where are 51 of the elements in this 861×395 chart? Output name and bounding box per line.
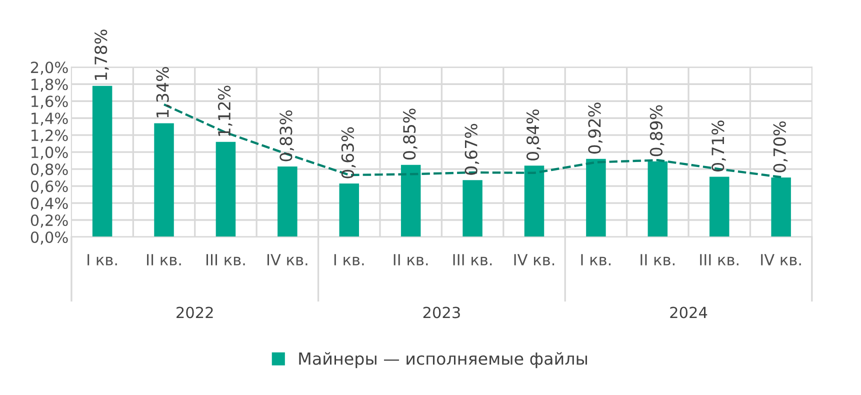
y-tick-label: 0,6% [30,180,68,194]
bar [339,183,360,237]
x-tick-label: IV кв. [761,254,801,266]
data-label: 0,89% [650,105,664,156]
bar [771,178,791,237]
y-tick-label: 1,8% [32,78,68,92]
bar [92,86,112,237]
x-tick-label: I кв. [581,254,611,266]
x-tick-label: IV кв. [267,254,308,266]
data-label: 0,63% [341,127,356,178]
x-tick-label: IV кв. [514,254,554,266]
bar [462,180,482,237]
bar [400,164,421,237]
x-tick-label: III кв. [206,254,245,266]
data-label: 0,92% [588,102,602,154]
x-tick-label: I кв. [334,254,364,266]
bar [709,176,730,237]
data-label: 0,83% [280,110,294,162]
y-tick-label: 1,2% [32,130,68,143]
bar [586,158,606,237]
y-tick-label: 2,0% [30,62,68,75]
data-label: 1,12% [218,86,232,136]
data-label: 1,78% [94,30,109,80]
data-label: 0,85% [403,108,418,160]
x-tick-label: II кв. [640,254,674,266]
bar [648,161,668,237]
y-tick-label: 1,0% [32,146,68,160]
y-tick-label: 0,2% [30,214,68,228]
x-tick-label: II кв. [147,254,181,266]
text: 2023 [423,306,460,318]
x-tick-label: II кв. [394,254,428,266]
y-tick-label: 0,8% [30,164,68,177]
data-label: 0,84% [526,109,541,160]
y-tick-label: 0,4% [30,197,68,211]
data-label: 1,34% [156,67,171,118]
y-tick-label: 1,4% [32,112,68,126]
bar [216,142,236,237]
text: 2022 [176,306,213,318]
x-tick-label: III кв. [700,254,738,266]
x-tick-label: I кв. [88,254,117,266]
bar [278,166,298,237]
data-label: 0,70% [773,121,788,172]
legend-label: Майнеры — исполняемые файлы [299,352,587,368]
x-tick-label: III кв. [453,254,492,266]
y-tick-label: 1,6% [32,96,68,109]
bar [154,123,174,237]
data-label: 0,71% [712,120,726,172]
y-tick-label: 0,0% [30,231,68,245]
bar [524,166,544,237]
data-label: 0,67% [464,124,480,175]
text: 2024 [670,306,708,318]
